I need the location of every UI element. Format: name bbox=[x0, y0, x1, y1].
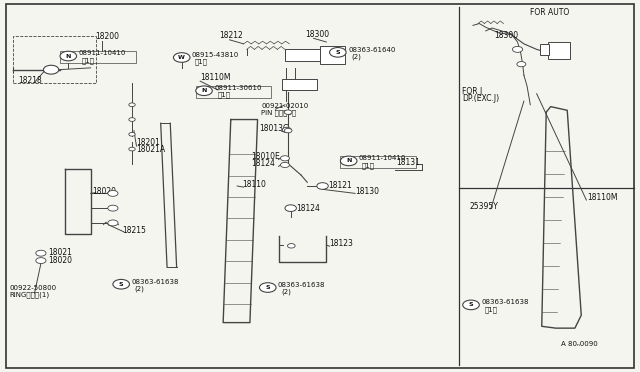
Text: 08911-10410: 08911-10410 bbox=[359, 155, 406, 161]
Circle shape bbox=[108, 220, 118, 226]
Text: （1）: （1） bbox=[484, 306, 497, 312]
Circle shape bbox=[284, 128, 292, 133]
Text: 08911-10410: 08911-10410 bbox=[79, 51, 126, 57]
Circle shape bbox=[129, 118, 135, 121]
Text: PIN ピン（1）: PIN ピン（1） bbox=[261, 109, 296, 116]
Circle shape bbox=[108, 205, 118, 211]
Circle shape bbox=[129, 147, 135, 151]
Bar bbox=[540, 44, 549, 55]
Text: 25395Y: 25395Y bbox=[470, 202, 499, 211]
Text: 18124: 18124 bbox=[296, 204, 319, 213]
Circle shape bbox=[340, 156, 357, 166]
Text: W: W bbox=[179, 55, 185, 60]
Text: 18123: 18123 bbox=[330, 239, 353, 248]
Text: 18200: 18200 bbox=[96, 32, 120, 41]
Text: 08363-61638: 08363-61638 bbox=[131, 279, 179, 285]
Circle shape bbox=[280, 156, 289, 161]
Circle shape bbox=[280, 162, 289, 167]
Bar bbox=[13, 36, 96, 83]
Bar bbox=[320, 46, 346, 64]
Circle shape bbox=[113, 279, 129, 289]
Text: N: N bbox=[202, 88, 207, 93]
Text: S: S bbox=[266, 285, 270, 290]
Text: 18010E: 18010E bbox=[251, 153, 280, 161]
Circle shape bbox=[287, 244, 295, 248]
Circle shape bbox=[463, 300, 479, 310]
Text: N: N bbox=[66, 54, 71, 58]
Text: (2): (2) bbox=[351, 54, 361, 60]
Text: S: S bbox=[468, 302, 474, 307]
Circle shape bbox=[282, 127, 291, 132]
Text: N: N bbox=[346, 158, 351, 163]
Text: S: S bbox=[119, 282, 124, 287]
Text: 08363-61638: 08363-61638 bbox=[481, 299, 529, 305]
Text: 18121: 18121 bbox=[328, 181, 352, 190]
Bar bbox=[340, 156, 415, 168]
Text: RINGリング(1): RINGリング(1) bbox=[9, 292, 49, 298]
Text: (2): (2) bbox=[281, 289, 291, 295]
Text: 18110: 18110 bbox=[243, 180, 266, 189]
Bar bbox=[196, 86, 271, 98]
Circle shape bbox=[129, 132, 135, 136]
Text: 00921-02010: 00921-02010 bbox=[261, 103, 308, 109]
Circle shape bbox=[317, 183, 328, 189]
Bar bbox=[548, 42, 570, 59]
Text: 00922-50800: 00922-50800 bbox=[9, 285, 56, 291]
Bar bbox=[285, 49, 320, 61]
Text: 18218: 18218 bbox=[18, 76, 42, 84]
Text: DP.(EXC.J): DP.(EXC.J) bbox=[462, 94, 499, 103]
Text: 18020: 18020 bbox=[93, 187, 116, 196]
Text: 18021: 18021 bbox=[48, 248, 72, 257]
Text: S: S bbox=[335, 50, 340, 55]
Text: 18124: 18124 bbox=[251, 160, 275, 169]
Text: 08915-43810: 08915-43810 bbox=[192, 52, 239, 58]
Text: （1）: （1） bbox=[82, 57, 95, 64]
Text: （1）: （1） bbox=[218, 92, 230, 99]
Circle shape bbox=[285, 205, 296, 211]
Text: FOR J: FOR J bbox=[462, 87, 483, 96]
Text: 18110M: 18110M bbox=[200, 73, 230, 82]
Text: 18130: 18130 bbox=[355, 187, 379, 196]
Text: 18212: 18212 bbox=[220, 31, 243, 40]
Text: （1）: （1） bbox=[195, 59, 208, 65]
Text: FOR AUTO: FOR AUTO bbox=[531, 9, 570, 17]
Text: 18013G: 18013G bbox=[259, 124, 289, 133]
Circle shape bbox=[129, 103, 135, 107]
Text: A 80ₙ0090: A 80ₙ0090 bbox=[561, 340, 598, 346]
Bar bbox=[282, 79, 317, 90]
Text: 18201: 18201 bbox=[136, 138, 161, 147]
Circle shape bbox=[196, 86, 212, 96]
Text: 18215: 18215 bbox=[122, 226, 147, 235]
Circle shape bbox=[330, 48, 346, 57]
Bar bbox=[60, 51, 136, 63]
Text: （1）: （1） bbox=[362, 162, 375, 169]
Text: 18300: 18300 bbox=[305, 30, 329, 39]
Text: 08363-61638: 08363-61638 bbox=[278, 282, 326, 288]
Text: 18300: 18300 bbox=[495, 31, 519, 40]
Text: 18131: 18131 bbox=[396, 158, 420, 167]
Circle shape bbox=[44, 65, 59, 74]
Text: 18110M: 18110M bbox=[588, 193, 618, 202]
Circle shape bbox=[517, 62, 526, 67]
Circle shape bbox=[284, 110, 292, 114]
Circle shape bbox=[173, 53, 190, 62]
Text: 08911-30610: 08911-30610 bbox=[214, 85, 262, 91]
Text: 18021A: 18021A bbox=[136, 145, 166, 154]
Circle shape bbox=[60, 51, 77, 61]
Circle shape bbox=[259, 283, 276, 292]
Text: 08363-61640: 08363-61640 bbox=[348, 47, 396, 53]
Text: 18020: 18020 bbox=[48, 256, 72, 265]
Circle shape bbox=[513, 46, 523, 52]
Circle shape bbox=[36, 250, 46, 256]
Circle shape bbox=[36, 258, 46, 263]
Circle shape bbox=[108, 190, 118, 196]
Text: (2): (2) bbox=[134, 285, 145, 292]
